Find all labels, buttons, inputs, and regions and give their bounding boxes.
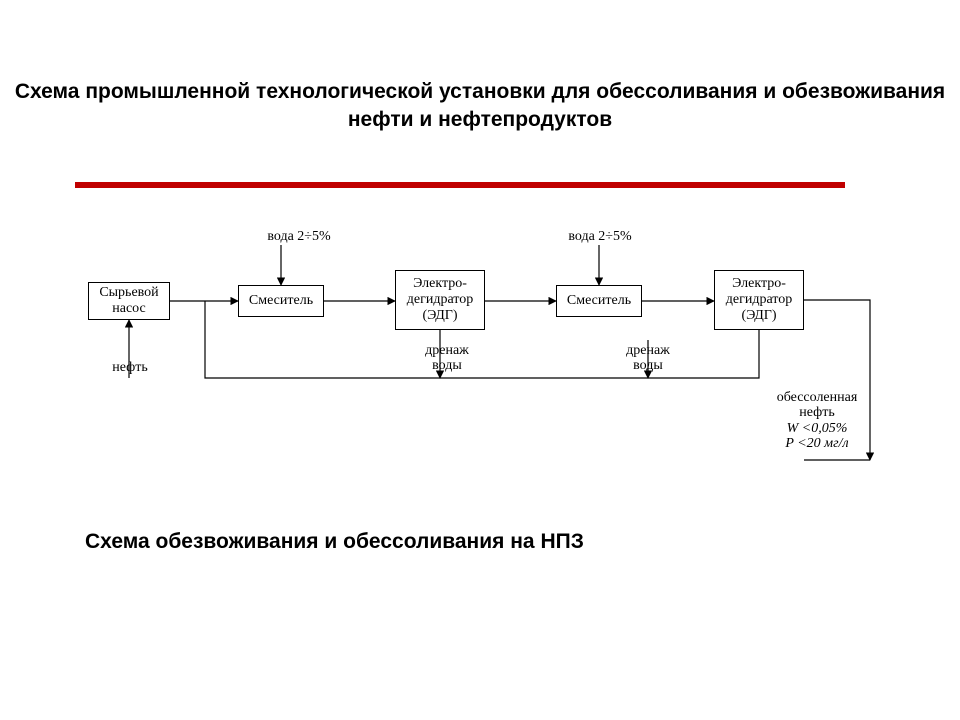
node-mix2: Смеситель (556, 285, 642, 317)
node-edg2: Электро- дегидратор (ЭДГ) (714, 270, 804, 330)
page-title: Схема промышленной технологической устан… (0, 78, 960, 135)
label-water2: вода 2÷5% (510, 229, 690, 244)
label-water1: вода 2÷5% (254, 229, 344, 244)
label-drain2: дренаж воды (613, 343, 683, 374)
subtitle: Схема обезвоживания и обессоливания на Н… (85, 530, 584, 554)
label-oil_in: нефть (105, 360, 155, 375)
node-mix1: Смеситель (238, 285, 324, 317)
label-drain1: дренаж воды (412, 343, 482, 374)
title-rule (75, 182, 845, 188)
node-edg1: Электро- дегидратор (ЭДГ) (395, 270, 485, 330)
node-pump: Сырьевой насос (88, 282, 170, 320)
label-out: обессоленнаянефтьW <0,05%P <20 мг/л (757, 390, 877, 452)
